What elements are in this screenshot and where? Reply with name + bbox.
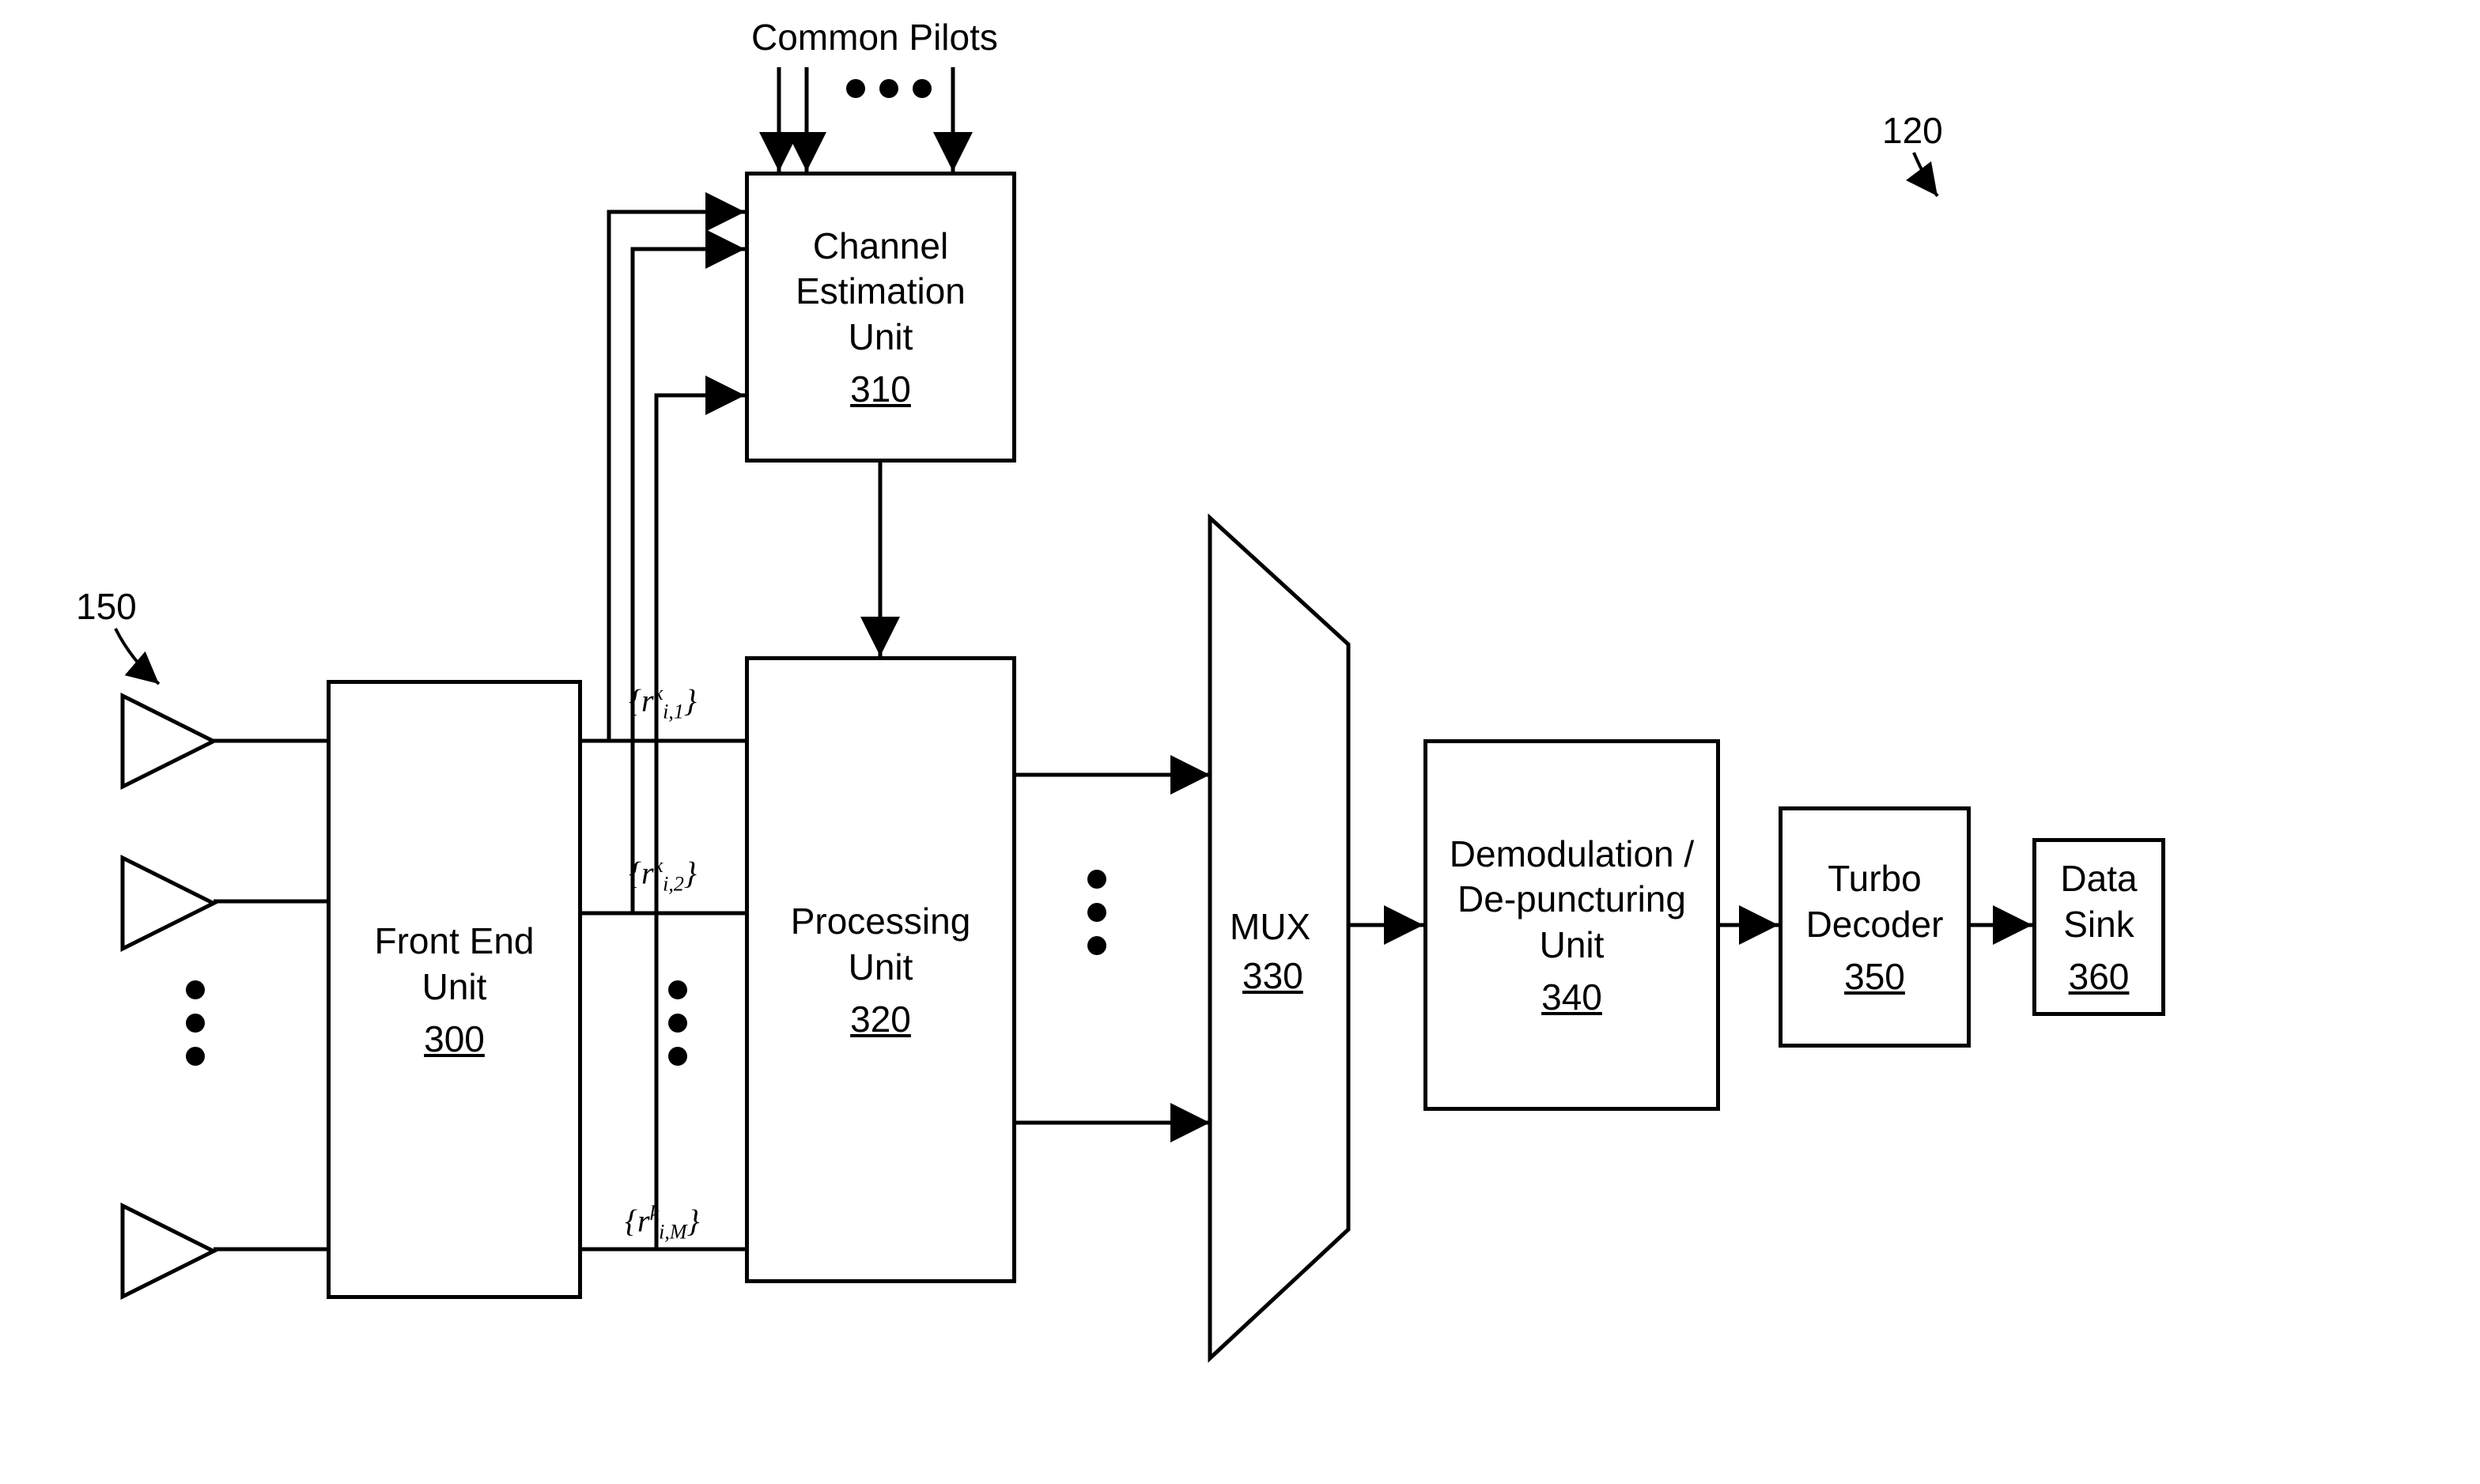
front-end-unit-block: Front End Unit 300 xyxy=(327,680,582,1299)
data-sink-block: Data Sink 360 xyxy=(2032,838,2165,1016)
processing-unit-block: Processing Unit 320 xyxy=(745,656,1016,1283)
sink-ref: 360 xyxy=(2069,955,2130,998)
pilot-ellipsis xyxy=(846,79,932,98)
mux-ref: 330 xyxy=(1242,954,1303,997)
processing-ref: 320 xyxy=(850,998,911,1040)
mux-label: MUX xyxy=(1230,905,1310,948)
front-end-title: Front End Unit xyxy=(375,919,535,1010)
channel-estimation-block: Channel Estimation Unit 310 xyxy=(745,172,1016,463)
ref-120-label: 120 xyxy=(1882,109,1943,152)
demodulation-block: Demodulation / De-puncturing Unit 340 xyxy=(1423,739,1720,1111)
processing-title: Processing Unit xyxy=(791,899,971,990)
channel-est-title: Channel Estimation Unit xyxy=(796,224,966,361)
signal-r2-label: {rki,2} xyxy=(629,854,697,896)
demod-title: Demodulation / De-puncturing Unit xyxy=(1450,832,1694,969)
signal-r1-label: {rki,1} xyxy=(629,682,697,723)
turbo-title: Turbo Decoder xyxy=(1806,856,1944,947)
turbo-decoder-block: Turbo Decoder 350 xyxy=(1779,806,1971,1048)
channel-est-ref: 310 xyxy=(850,368,911,410)
front-end-ref: 300 xyxy=(424,1018,485,1060)
turbo-ref: 350 xyxy=(1844,955,1905,998)
ref-150-label: 150 xyxy=(76,585,137,628)
demod-ref: 340 xyxy=(1541,976,1602,1018)
signal-rM-label: {rki,M} xyxy=(625,1202,700,1244)
diagram-canvas: Front End Unit 300 Channel Estimation Un… xyxy=(0,0,2480,1484)
proc-output-ellipsis xyxy=(1087,870,1106,955)
common-pilots-label: Common Pilots xyxy=(751,16,998,59)
sink-title: Data Sink xyxy=(2060,856,2137,947)
signal-ellipsis xyxy=(668,980,687,1066)
antenna-ellipsis xyxy=(186,980,205,1066)
